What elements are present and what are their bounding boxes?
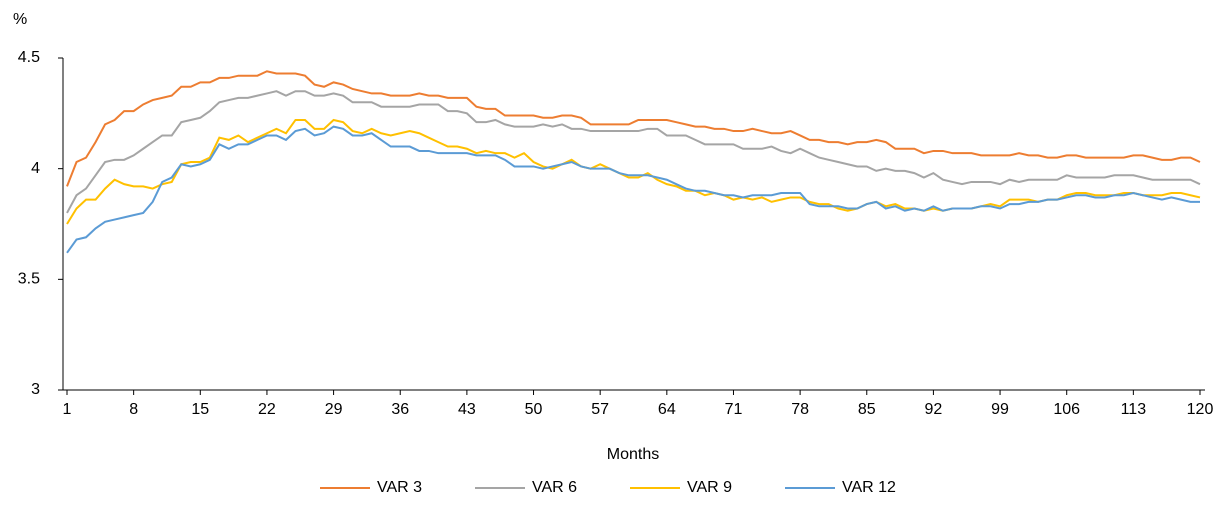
x-tick-label: 106 bbox=[1053, 401, 1080, 418]
x-tick-label: 99 bbox=[991, 401, 1009, 418]
x-tick-label: 85 bbox=[858, 401, 876, 418]
x-tick-label: 113 bbox=[1121, 401, 1147, 418]
x-tick-label: 64 bbox=[658, 401, 676, 418]
legend-label: VAR 12 bbox=[842, 479, 896, 496]
x-tick-label: 92 bbox=[925, 401, 943, 418]
x-tick-label: 15 bbox=[191, 401, 209, 418]
x-tick-label: 36 bbox=[391, 401, 409, 418]
x-tick-label: 1 bbox=[63, 401, 72, 418]
series-line bbox=[66, 125, 1200, 254]
series-line bbox=[66, 90, 1201, 214]
legend-label: VAR 6 bbox=[532, 479, 577, 496]
legend-label: VAR 9 bbox=[687, 479, 732, 496]
x-tick-label: 57 bbox=[591, 401, 609, 418]
x-tick-label: 29 bbox=[325, 401, 343, 418]
x-tick-label: 50 bbox=[525, 401, 543, 418]
y-tick-label: 3 bbox=[31, 381, 40, 398]
x-tick-label: 8 bbox=[129, 401, 138, 418]
x-tick-label: 120 bbox=[1187, 401, 1214, 418]
y-tick-label: 3.5 bbox=[18, 271, 40, 288]
y-axis-label: % bbox=[13, 11, 27, 28]
series-line bbox=[66, 70, 1201, 187]
legend-label: VAR 3 bbox=[377, 479, 422, 496]
y-tick-label: 4 bbox=[31, 160, 40, 177]
y-tick-label: 4.5 bbox=[18, 49, 40, 66]
series-line bbox=[66, 118, 1201, 225]
x-tick-label: 22 bbox=[258, 401, 276, 418]
x-tick-label: 71 bbox=[725, 401, 743, 418]
x-axis-label: Months bbox=[607, 446, 659, 463]
x-tick-label: 78 bbox=[791, 401, 809, 418]
x-tick-label: 43 bbox=[458, 401, 476, 418]
